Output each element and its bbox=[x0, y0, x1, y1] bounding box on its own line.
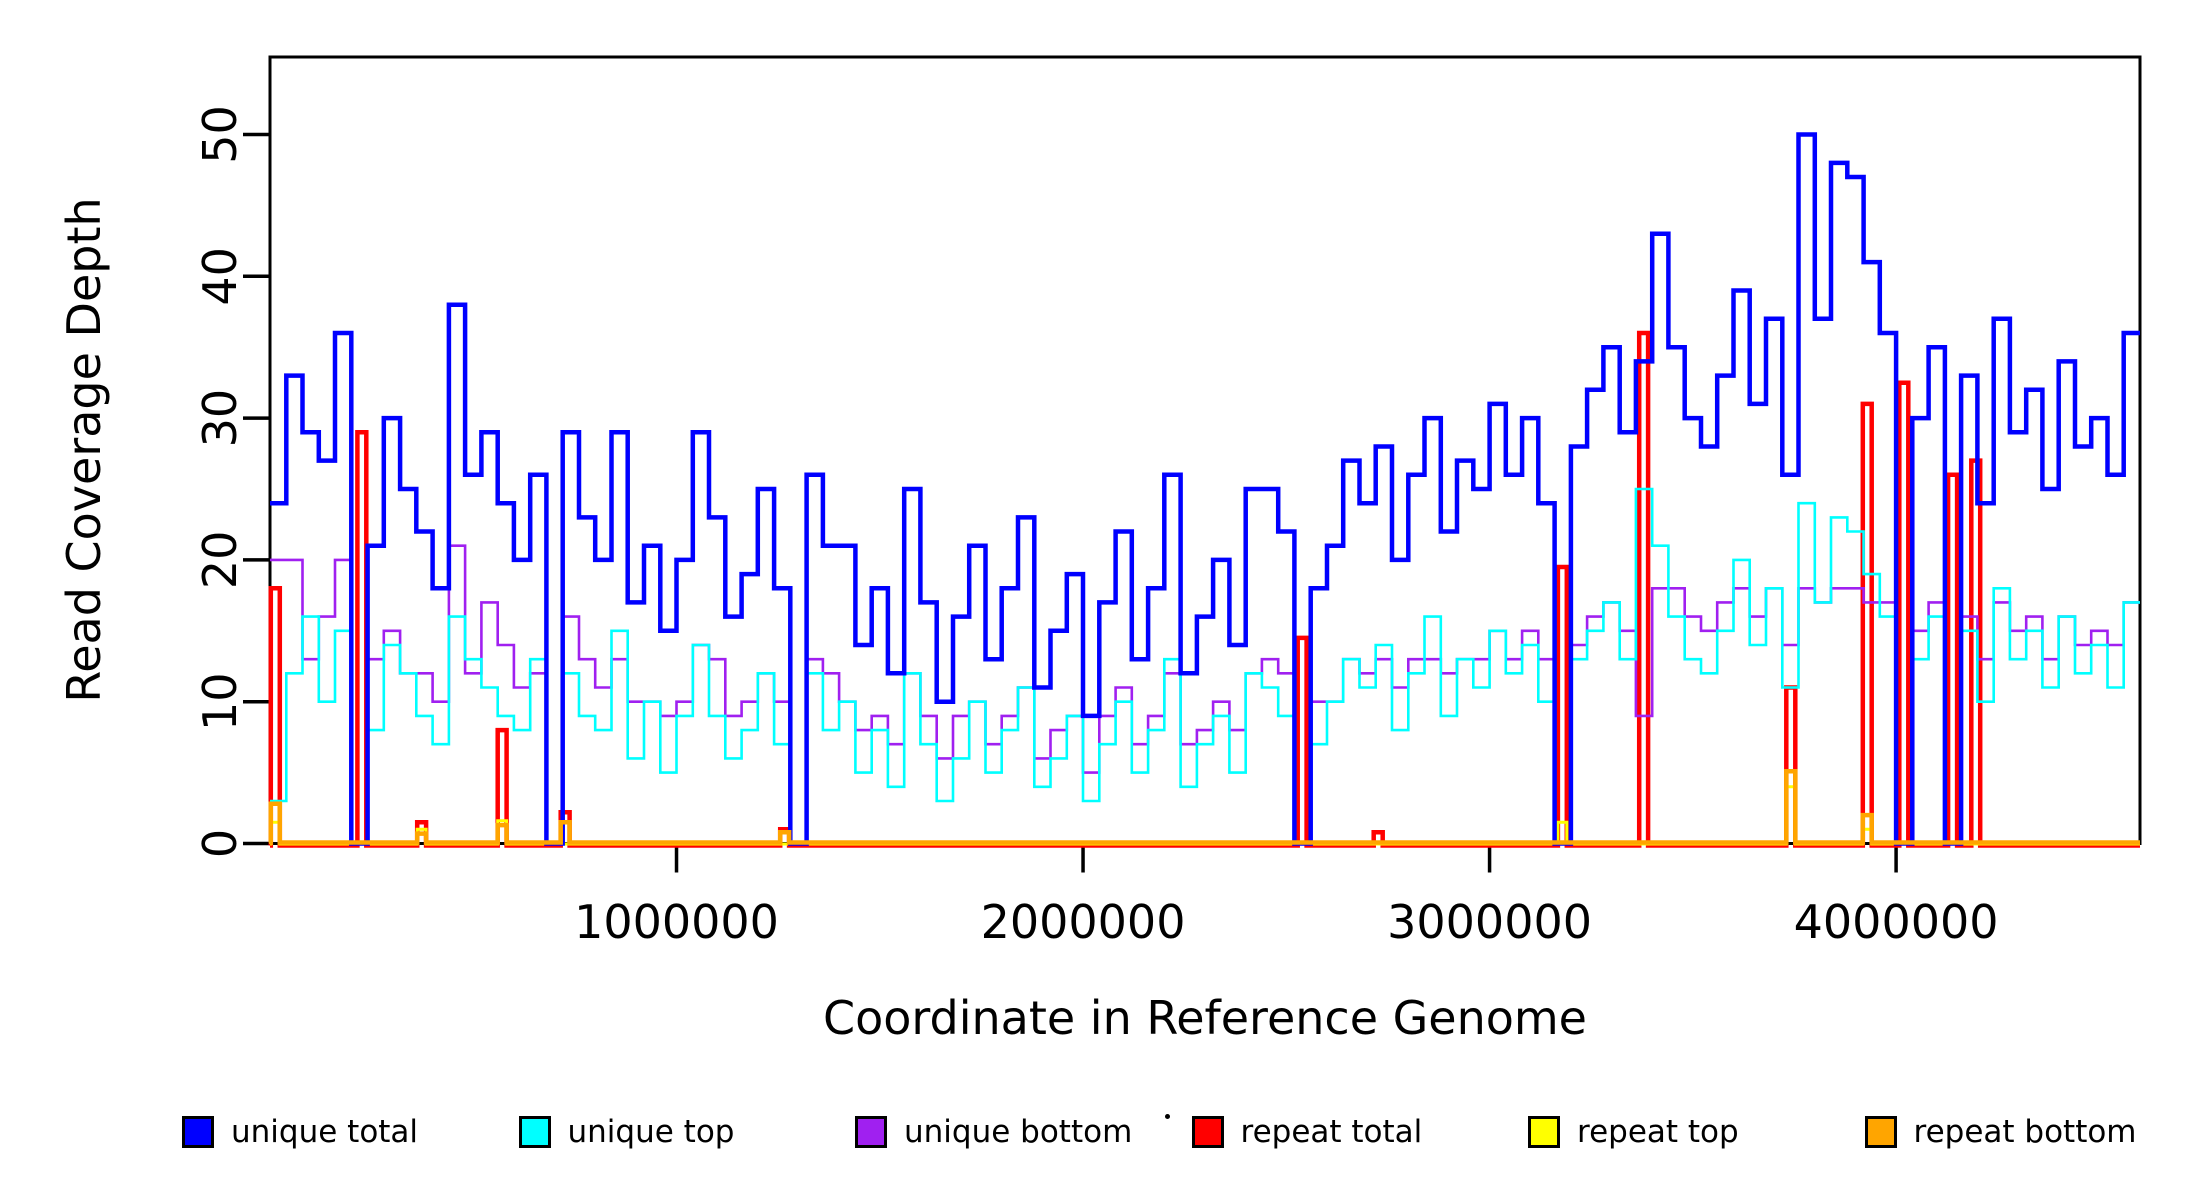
x-axis-title: Coordinate in Reference Genome bbox=[823, 991, 1587, 1045]
legend-swatch-unique-total bbox=[182, 1116, 214, 1148]
legend-label: repeat bottom bbox=[1913, 1114, 2137, 1150]
series-line-repeat-top bbox=[269, 785, 2140, 846]
y-tick-label: 40 bbox=[193, 247, 247, 306]
x-tick-label: 1000000 bbox=[574, 895, 779, 949]
legend-item-repeat-total: repeat total bbox=[1191, 1112, 1423, 1152]
legend-swatch-unique-bottom bbox=[855, 1116, 887, 1148]
legend-label: unique top bbox=[567, 1114, 735, 1150]
x-tick-label: 2000000 bbox=[981, 895, 1186, 949]
legend-label: unique total bbox=[231, 1114, 419, 1150]
legend-swatch-unique-top bbox=[518, 1116, 551, 1148]
legend-swatch-repeat-total bbox=[1191, 1116, 1224, 1148]
y-tick-label: 10 bbox=[193, 672, 247, 731]
legend-label: repeat top bbox=[1577, 1114, 1739, 1150]
legend-label: repeat total bbox=[1240, 1114, 1423, 1150]
stray-dot bbox=[1165, 1114, 1170, 1119]
legend-item-unique-total: unique total bbox=[182, 1112, 418, 1152]
series-line-unique-top bbox=[270, 487, 2140, 845]
y-tick-label: 50 bbox=[193, 105, 247, 164]
legend-swatch-repeat-bottom bbox=[1864, 1116, 1897, 1148]
y-tick-label: 20 bbox=[193, 531, 247, 590]
series-line-repeat-bottom bbox=[268, 768, 2140, 845]
x-tick-label: 3000000 bbox=[1387, 895, 1592, 949]
y-tick-label: 0 bbox=[193, 829, 247, 858]
y-tick-label: 30 bbox=[193, 389, 247, 448]
legend-item-unique-top: unique top bbox=[518, 1112, 735, 1152]
legend-item-repeat-top: repeat top bbox=[1528, 1112, 1739, 1152]
legend-label: unique bottom bbox=[904, 1114, 1133, 1150]
legend-item-unique-bottom: unique bottom bbox=[855, 1112, 1132, 1152]
series-line-unique-bottom bbox=[270, 544, 2140, 845]
series-line-repeat-total bbox=[268, 330, 2140, 848]
chart-legend: unique total unique top unique bottom repea… bbox=[0, 1112, 2200, 1160]
legend-item-repeat-bottom: repeat bottom bbox=[1864, 1112, 2137, 1152]
y-axis-title: Read Coverage Depth bbox=[57, 197, 111, 702]
legend-swatch-repeat-top bbox=[1528, 1116, 1560, 1148]
x-tick-label: 4000000 bbox=[1794, 895, 1999, 949]
series-line-unique-total bbox=[270, 132, 2140, 846]
